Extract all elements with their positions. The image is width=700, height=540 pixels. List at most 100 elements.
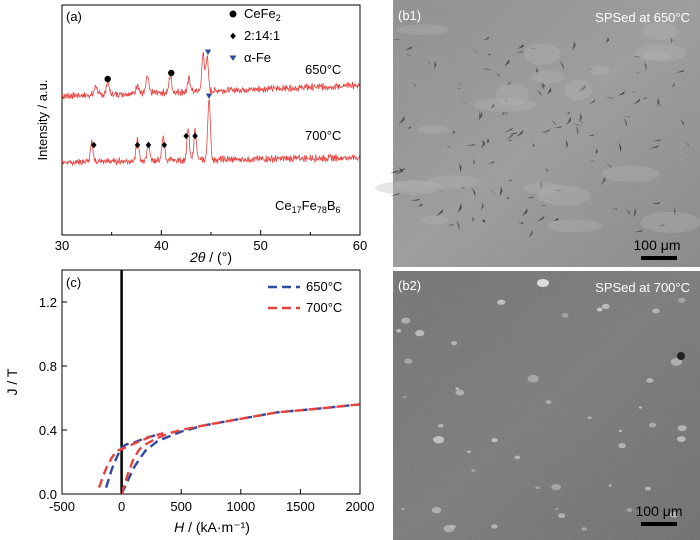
sem-b1-pore <box>673 207 676 217</box>
sem-b1-pore <box>578 84 587 92</box>
sem-b1-grain <box>601 165 661 182</box>
legend-label: α-Fe <box>244 50 271 65</box>
sem-b1-grain <box>523 43 562 66</box>
sem-b1-pore <box>680 119 685 127</box>
sem-b2-particle <box>677 436 686 443</box>
sem-b1-pore <box>436 189 443 192</box>
sem-b1-pore <box>453 130 456 134</box>
sem-b1-pore <box>642 96 647 100</box>
sem-image-b2 <box>393 270 700 540</box>
sem-b1-pore <box>643 60 647 71</box>
sem-b1-pore <box>455 201 459 204</box>
sem-b1-pore <box>457 81 462 87</box>
demag-x-axis-label: H / (kA·m⁻¹) <box>174 519 250 535</box>
demag-x-tick-label: -500 <box>49 499 75 514</box>
sem-b1-pore <box>519 221 524 224</box>
sem-b2-label: (b2) <box>398 278 421 293</box>
sem-b1-pore <box>559 60 564 70</box>
sem-b1-pore <box>671 82 676 88</box>
demag-series-0 <box>120 403 361 495</box>
sem-b2-particle <box>433 435 445 444</box>
sem-b2-features <box>396 279 687 533</box>
demag-y-tick-label: 0.0 <box>39 487 57 502</box>
sem-b1-pore <box>409 65 419 71</box>
sem-b1-pore <box>458 98 468 105</box>
demag-x-tick-label: 1000 <box>226 499 255 514</box>
sem-b1-pore <box>551 119 556 126</box>
sem-b1-pore <box>611 130 619 134</box>
sem-b1-pore <box>623 88 628 92</box>
sem-b1-pore <box>516 50 524 53</box>
sem-b2-particle <box>669 511 679 518</box>
phase-2-14-1-marker <box>134 141 141 149</box>
sem-b2-particle <box>455 389 465 396</box>
sem-b1-pore <box>427 61 431 64</box>
xrd-x-axis-label: 2θ / (°) <box>189 249 232 265</box>
xrd-curves <box>61 51 361 167</box>
sem-b1-pore <box>471 187 476 198</box>
sem-b1-pore <box>670 36 673 44</box>
sem-b1-pore <box>684 151 690 155</box>
sem-b1-pore <box>446 223 455 226</box>
demag-y-tick-label: 0.4 <box>39 423 57 438</box>
sem-b1-pore <box>540 128 551 134</box>
sem-b1-pore <box>635 72 639 74</box>
sem-b1-pore <box>553 217 559 222</box>
sem-b1-caption: SPSed at 650°C <box>595 10 690 25</box>
sem-b1-pore <box>606 37 610 43</box>
sem-b1-grain <box>417 125 450 135</box>
sem-b1-pore <box>457 202 462 214</box>
sem-b1-pore <box>507 139 512 142</box>
sem-b1-pore <box>481 139 485 149</box>
sem-b2-particle <box>401 507 405 511</box>
sem-b1-pore <box>547 87 552 95</box>
sem-image-b1 <box>375 0 700 268</box>
sem-b1-pore <box>410 198 421 201</box>
sem-b1-pore <box>676 69 685 73</box>
phase-2-14-1-marker <box>161 141 168 149</box>
sem-b2-caption: SPSed at 700°C <box>595 280 690 295</box>
sem-b1-pore <box>632 56 642 58</box>
sem-b1-pore <box>455 87 462 90</box>
demag-frame <box>61 269 361 495</box>
sem-b1-grain <box>531 70 565 84</box>
sem-b2-particle <box>471 469 476 472</box>
sem-b1-pore <box>489 181 499 186</box>
xrd-tick-label: 40 <box>154 238 168 253</box>
sem-b2-texture <box>393 270 700 540</box>
alpha-fe-marker <box>205 93 213 99</box>
sem-b2-particle <box>618 443 626 449</box>
sem-b1-pore <box>683 140 691 147</box>
sem-b1-grain <box>589 66 610 76</box>
sem-b2-particle <box>677 425 687 432</box>
demag-y-axis-label: J / T <box>4 368 20 395</box>
alpha-fe-marker <box>204 49 212 55</box>
sem-b2-particle <box>645 486 651 491</box>
demag-y-tick-label: 0.8 <box>39 359 57 374</box>
sem-b1-grain <box>642 52 670 61</box>
legend-diamond-marker <box>230 32 236 40</box>
sem-b2-particle <box>558 513 566 519</box>
sem-b1-pore <box>434 61 437 69</box>
demag-panel-label: (c) <box>66 275 81 290</box>
sem-b1-pore <box>633 98 641 105</box>
sem-b1-pore <box>461 185 465 189</box>
demag-x-tick-label: 2000 <box>346 499 375 514</box>
phase-2-14-1-marker <box>90 141 97 149</box>
sem-b1-pore <box>516 129 524 137</box>
sem-b2-particle <box>649 422 657 428</box>
sem-b1-pore <box>566 111 571 115</box>
xrd-legend: CeFe2 2:14:1 α-Fe <box>229 6 281 65</box>
sem-b2-particle <box>514 455 521 460</box>
sem-b1-pore <box>407 126 412 129</box>
sem-b1-grain <box>537 185 590 206</box>
sem-b2-scale-text: 100 μm <box>636 503 683 519</box>
sem-b1-grain <box>523 182 562 194</box>
sem-b2-particle <box>497 299 506 305</box>
sem-b1-scale-text: 100 μm <box>634 237 681 253</box>
sem-b1-pore <box>532 142 535 148</box>
series-label-700: 700°C <box>305 128 341 143</box>
sem-b2-particle <box>455 387 460 390</box>
sem-b1-pore <box>505 98 508 103</box>
sem-b1-pore <box>503 127 514 133</box>
